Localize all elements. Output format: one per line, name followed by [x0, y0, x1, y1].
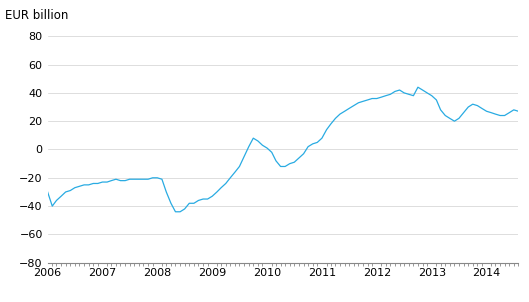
Text: EUR billion: EUR billion [5, 9, 69, 22]
